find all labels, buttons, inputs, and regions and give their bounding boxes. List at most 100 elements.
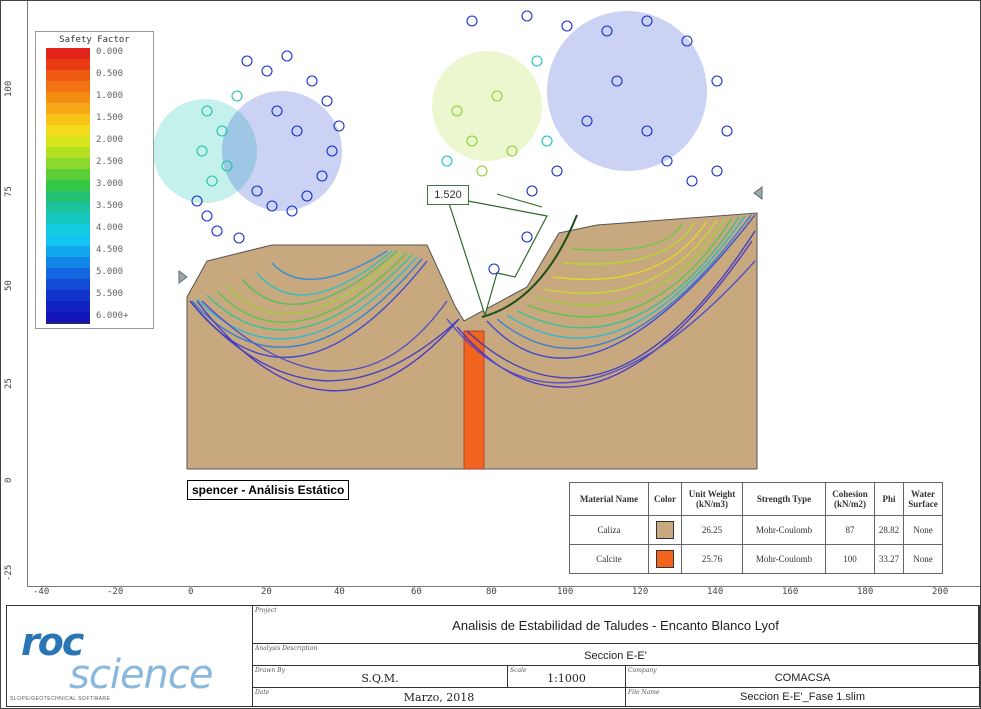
rocscience-logo: roc science SLOPE/GEOTECHNICAL SOFTWARE — [7, 606, 253, 706]
legend-value: 2.500 — [96, 157, 124, 167]
x-tick-label: 160 — [782, 587, 799, 597]
unit-weight: 25.76 — [681, 544, 743, 574]
x-tick-label: 120 — [632, 587, 649, 597]
table-header-cell: Cohesion (kN/m2) — [825, 482, 875, 516]
legend-entry: 6.000+ — [46, 311, 150, 327]
date-value: Marzo, 2018 — [403, 691, 475, 704]
legend-value: 1.000 — [96, 91, 124, 101]
scale-value: 1:1000 — [547, 672, 586, 685]
project-cell: Project Analisis de Estabilidad de Talud… — [253, 606, 979, 644]
material-color-cell — [648, 515, 682, 545]
table-header-cell: Material Name — [569, 482, 649, 516]
legend-value: 4.500 — [96, 245, 124, 255]
legend-value: 0.500 — [96, 69, 124, 79]
project-value: Analisis de Estabilidad de Taludes - Enc… — [452, 618, 779, 633]
x-tick-label: 140 — [707, 587, 724, 597]
legend-value: 0.000 — [96, 47, 124, 57]
table-header-cell: Phi — [874, 482, 904, 516]
calcite-material-region — [463, 330, 485, 470]
legend-value: 4.000 — [96, 223, 124, 233]
slip-surfaces-right — [446, 214, 756, 388]
strength-type: Mohr-Coulomb — [742, 515, 826, 545]
legend-value: 6.000+ — [96, 311, 129, 321]
drawn-by-cell: Drawn By S.Q.M. — [253, 666, 508, 688]
x-tick-label: 20 — [261, 587, 272, 597]
y-tick-label: 50 — [4, 280, 14, 291]
logo-tagline: SLOPE/GEOTECHNICAL SOFTWARE — [10, 696, 111, 702]
x-tick-label: 0 — [188, 587, 194, 597]
x-tick-label: -40 — [33, 587, 50, 597]
legend-value: 5.500 — [96, 289, 124, 299]
y-tick-label: 25 — [4, 378, 14, 389]
safety-factor-legend: Safety Factor 0.000 0.500 1.000 1.500 2.000 2… — [35, 31, 154, 329]
right-boundary-marker — [753, 186, 763, 200]
critical-slip-surface — [481, 214, 578, 318]
table-row: Calcite 25.76 Mohr-Coulomb 100 33.27 Non… — [569, 544, 943, 574]
x-tick-label: 180 — [857, 587, 874, 597]
legend-value: 3.000 — [96, 179, 124, 189]
phi: 33.27 — [874, 544, 904, 574]
material-properties-table: Material Name Color Unit Weight (kN/m3) … — [569, 482, 943, 574]
legend-value: 2.000 — [96, 135, 124, 145]
x-tick-label: -20 — [107, 587, 124, 597]
critical-safety-factor-label: 1.520 — [427, 185, 469, 205]
slope-section-drawing — [153, 10, 763, 470]
drawn-by-value: S.Q.M. — [361, 672, 399, 685]
y-tick-label: -25 — [4, 564, 14, 581]
y-tick-label: 75 — [4, 186, 14, 197]
excavation-wedge — [446, 196, 548, 318]
cohesion: 87 — [825, 515, 875, 545]
table-header-cell: Color — [648, 482, 682, 516]
legend-value: 1.500 — [96, 113, 124, 123]
phi: 28.82 — [874, 515, 904, 545]
logo-science-text: science — [69, 652, 214, 698]
strength-type: Mohr-Coulomb — [742, 544, 826, 574]
legend-value: 3.500 — [96, 201, 124, 211]
material-name: Caliza — [569, 515, 649, 545]
table-header-row: Material Name Color Unit Weight (kN/m3) … — [569, 482, 943, 516]
grid-cluster-right — [432, 10, 733, 275]
material-color-swatch — [656, 550, 674, 568]
grid-cluster-left — [153, 50, 345, 244]
x-tick-label: 80 — [486, 587, 497, 597]
file-name-label: File Name — [628, 689, 660, 696]
analysis-description-value: Seccion E-E' — [584, 650, 647, 662]
x-tick-label: 40 — [334, 587, 345, 597]
cohesion: 100 — [825, 544, 875, 574]
file-name-value: Seccion E-E'_Fase 1.slim — [740, 691, 865, 703]
x-tick-label: 100 — [557, 587, 574, 597]
legend-swatch — [46, 312, 90, 324]
drawn-by-label: Drawn By — [255, 667, 285, 674]
analysis-description-label: Analysis Description — [255, 645, 318, 652]
legend-value: 5.000 — [96, 267, 124, 277]
company-cell: Company COMACSA — [626, 666, 979, 688]
unit-weight: 26.25 — [681, 515, 743, 545]
table-header-cell: Unit Weight (kN/m3) — [681, 482, 743, 516]
file-name-cell: File Name Seccion E-E'_Fase 1.slim — [626, 688, 979, 706]
date-cell: Date Marzo, 2018 — [253, 688, 626, 706]
table-row: Caliza 26.25 Mohr-Coulomb 87 28.82 None — [569, 515, 943, 545]
material-name: Calcite — [569, 544, 649, 574]
title-block: roc science SLOPE/GEOTECHNICAL SOFTWARE … — [6, 605, 980, 707]
y-tick-label: 100 — [4, 80, 14, 97]
water-surface: None — [903, 544, 943, 574]
vertical-ruler: 100 75 50 25 0 -25 — [1, 1, 28, 599]
x-tick-label: 200 — [932, 587, 949, 597]
horizontal-ruler: -40 -20 0 20 40 60 80 100 120 140 160 18… — [27, 586, 980, 603]
table-header-cell: Water Surface — [903, 482, 943, 516]
analysis-method-caption: spencer - Análisis Estático — [187, 480, 350, 500]
slip-surfaces-left — [189, 250, 460, 392]
legend-title: Safety Factor — [59, 35, 130, 45]
x-tick-label: 60 — [411, 587, 422, 597]
y-tick-label: 0 — [4, 477, 14, 483]
analysis-description-cell: Analysis Description Seccion E-E' — [253, 644, 979, 666]
project-label: Project — [255, 607, 277, 614]
date-label: Date — [255, 689, 270, 696]
left-boundary-marker — [178, 270, 188, 284]
material-color-swatch — [656, 521, 674, 539]
logo-roc-text: roc — [21, 620, 84, 664]
material-color-cell — [648, 544, 682, 574]
water-surface: None — [903, 515, 943, 545]
company-label: Company — [628, 667, 657, 674]
